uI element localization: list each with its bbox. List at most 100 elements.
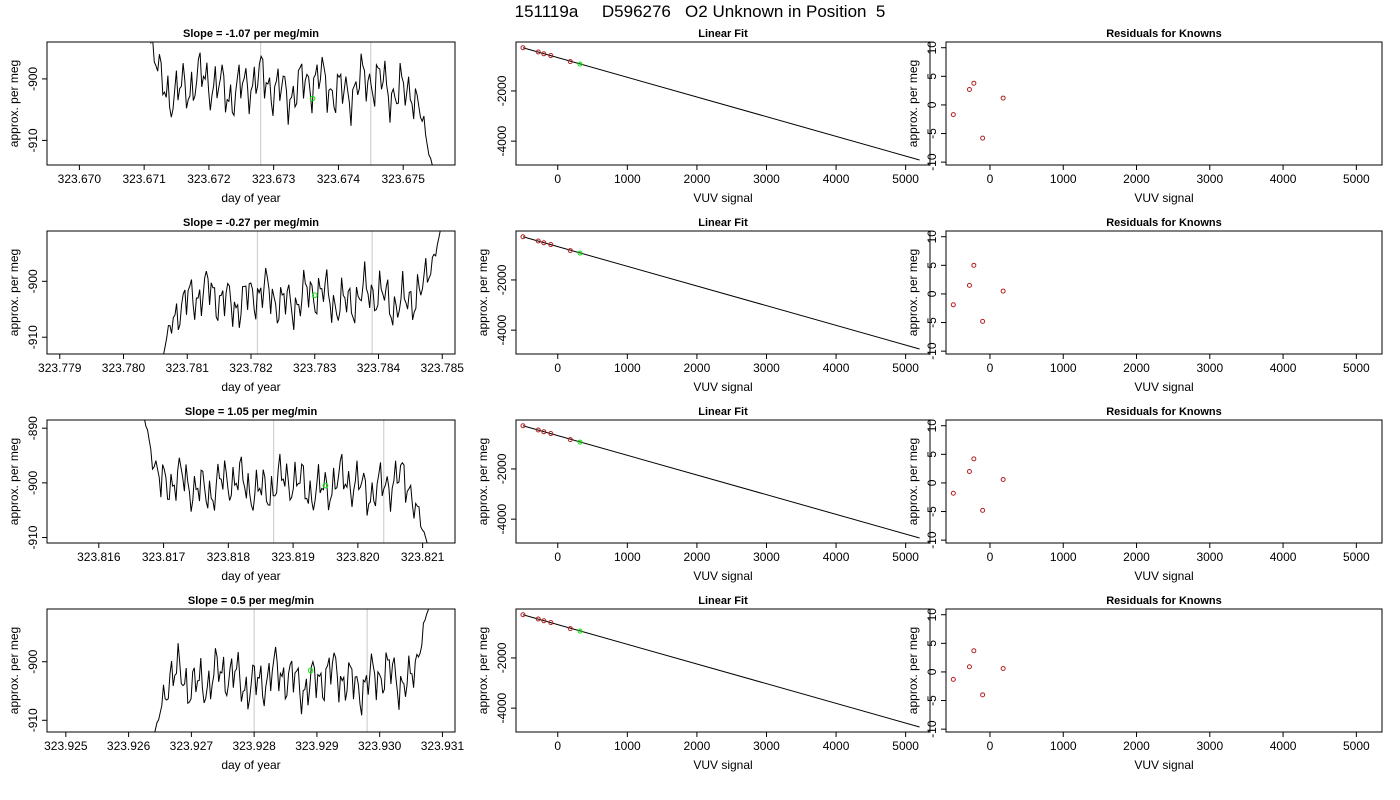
x-tick-label: 1000 — [1050, 550, 1077, 564]
panel-title: Linear Fit — [698, 406, 748, 418]
residual-point — [966, 86, 972, 92]
y-tick-label: 0 — [925, 290, 939, 297]
x-tick-label: 2000 — [684, 550, 711, 564]
plot-frame — [46, 608, 456, 733]
x-axis-label: VUV signal — [1134, 191, 1193, 205]
signal-trace — [163, 231, 441, 354]
plot-area — [154, 609, 430, 732]
y-tick-label: 0 — [925, 668, 939, 675]
x-axis-label: VUV signal — [693, 569, 752, 583]
residual-point — [971, 456, 977, 462]
known-point — [520, 423, 526, 429]
x-tick-label: 323.675 — [381, 172, 425, 186]
y-tick-label: 5 — [925, 451, 939, 458]
plot-frame — [46, 419, 456, 544]
x-tick-label: 0 — [987, 172, 994, 186]
plot-frame — [515, 608, 931, 733]
panel-r4-c2: Linear Fit 0 1000 2000 3000 4000 5000 -2000 -400… — [476, 595, 931, 772]
x-tick-label: 4000 — [823, 550, 850, 564]
x-tick-label: 3000 — [753, 550, 780, 564]
x-tick-label: 3000 — [1196, 172, 1223, 186]
y-tick-label: -10 — [925, 342, 939, 360]
plot-frame — [945, 608, 1383, 733]
unknown-marker — [311, 292, 318, 299]
known-point — [535, 616, 541, 622]
y-axis-label: approx. per meg — [906, 249, 920, 336]
known-point — [535, 427, 541, 433]
unknown-marker — [309, 95, 316, 102]
x-tick-label: 2000 — [684, 172, 711, 186]
x-tick-label: 323.779 — [38, 361, 82, 375]
fit-line — [522, 236, 920, 350]
panel-title: Slope = 1.05 per meg/min — [185, 406, 318, 418]
y-tick-label: -2000 — [495, 75, 509, 106]
residual-point — [966, 282, 972, 288]
panel-r1-c2: Linear Fit 0 1000 2000 3000 4000 5000 -2000 -400… — [495, 28, 931, 205]
x-axis-label: day of year — [221, 191, 280, 205]
residual-point — [971, 648, 977, 654]
y-tick-label: -10 — [925, 720, 939, 738]
known-point — [541, 240, 547, 246]
x-tick-label: 4000 — [1270, 172, 1297, 186]
residual-point — [950, 490, 956, 496]
panel-r2-c2: Linear Fit 0 1000 2000 3000 4000 5000 -2000 -400… — [476, 217, 931, 394]
x-tick-label: 4000 — [1270, 739, 1297, 753]
plot-frame — [515, 230, 931, 355]
x-tick-label: 1000 — [614, 172, 641, 186]
x-tick-label: 4000 — [823, 361, 850, 375]
x-tick-label: 323.784 — [357, 361, 401, 375]
plot-frame — [945, 230, 1383, 355]
y-tick-label: 0 — [925, 479, 939, 486]
x-axis-label: day of year — [221, 758, 280, 772]
known-point — [541, 618, 547, 624]
x-tick-label: 3000 — [1196, 361, 1223, 375]
y-axis-label: approx. per meg — [906, 60, 920, 147]
panel-title: Residuals for Knowns — [1106, 28, 1222, 40]
y-tick-label: -900 — [26, 67, 40, 91]
x-axis-label: VUV signal — [693, 380, 752, 394]
y-tick-label: 5 — [925, 640, 939, 647]
plot-area — [950, 648, 1006, 698]
x-tick-label: 4000 — [1270, 550, 1297, 564]
x-tick-label: 5000 — [892, 172, 919, 186]
residual-point — [1000, 476, 1006, 482]
x-tick-label: 1000 — [614, 361, 641, 375]
x-tick-label: 1000 — [1050, 172, 1077, 186]
panel-title: Residuals for Knowns — [1106, 595, 1222, 607]
x-tick-label: 2000 — [1123, 550, 1150, 564]
panel-r3-c2: Linear Fit 0 1000 2000 3000 4000 5000 -2000 -400… — [476, 406, 931, 583]
x-tick-label: 323.819 — [271, 550, 315, 564]
signal-trace — [154, 609, 430, 732]
x-tick-label: 323.926 — [107, 739, 151, 753]
known-point — [535, 49, 541, 55]
x-tick-label: 1000 — [614, 739, 641, 753]
unknown-point — [577, 61, 583, 67]
x-tick-label: 323.671 — [122, 172, 166, 186]
x-tick-label: 0 — [554, 172, 561, 186]
plot-area — [150, 42, 433, 165]
x-axis-label: VUV signal — [693, 758, 752, 772]
y-tick-label: 10 — [925, 41, 939, 55]
x-tick-label: 323.817 — [142, 550, 186, 564]
y-tick-label: -900 — [26, 269, 40, 293]
panel-title: Linear Fit — [698, 28, 748, 40]
unknown-marker — [322, 482, 329, 489]
x-axis-label: day of year — [221, 569, 280, 583]
plot-area — [163, 231, 441, 354]
x-tick-label: 323.930 — [358, 739, 402, 753]
x-tick-label: 3000 — [1196, 739, 1223, 753]
y-tick-label: -910 — [26, 525, 40, 549]
x-tick-label: 323.785 — [421, 361, 465, 375]
known-point — [548, 431, 554, 437]
panel-r1-c3: Residuals for Knowns 0 1000 2000 3000 4000 500… — [906, 28, 1383, 205]
x-tick-label: 5000 — [1343, 361, 1370, 375]
plot-frame — [945, 41, 1383, 166]
x-tick-label: 1000 — [1050, 361, 1077, 375]
panel-r3-c1: Slope = 1.05 per meg/min 323.816 323.817 32… — [7, 406, 456, 583]
x-tick-label: 1000 — [1050, 739, 1077, 753]
known-point — [548, 242, 554, 248]
y-tick-label: -5 — [925, 506, 939, 517]
x-tick-label: 0 — [554, 361, 561, 375]
y-axis-label: approx. per meg — [7, 627, 21, 714]
x-tick-label: 2000 — [684, 739, 711, 753]
